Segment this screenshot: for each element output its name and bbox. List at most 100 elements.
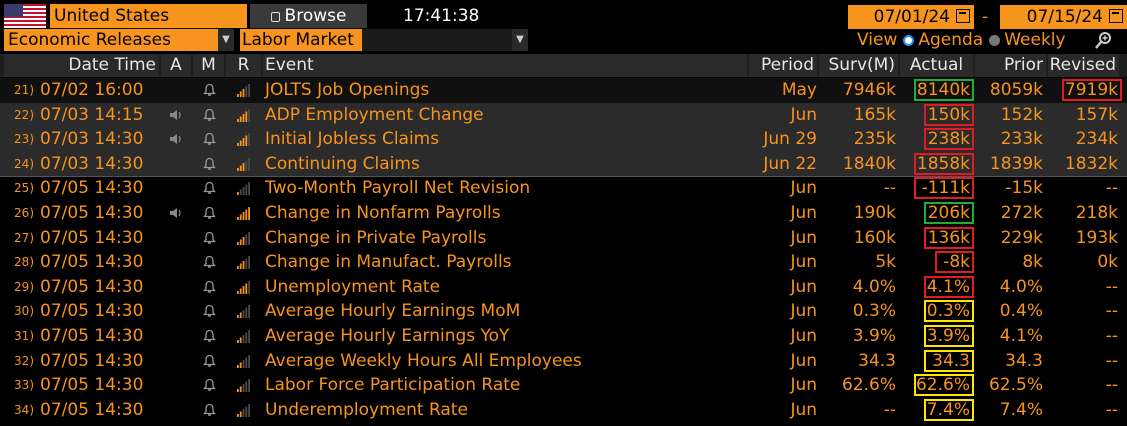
row-period: Jun bbox=[790, 375, 817, 396]
table-row[interactable]: 34) 07/05 14:30 Underemployment Rate Jun -- 7… bbox=[0, 398, 1127, 423]
row-revised: -- bbox=[1105, 350, 1118, 371]
row-survey: 62.6% bbox=[841, 375, 896, 396]
bell-icon[interactable] bbox=[203, 157, 216, 171]
bell-icon[interactable] bbox=[203, 304, 216, 318]
row-event[interactable]: Average Hourly Earnings YoY bbox=[265, 326, 510, 346]
relevance-bars-icon bbox=[237, 207, 250, 220]
table-row[interactable]: 25) 07/05 14:30 Two-Month Payroll Net Revi… bbox=[0, 176, 1127, 201]
relevance-bars-icon bbox=[237, 330, 250, 343]
row-actual: 150k bbox=[927, 104, 970, 125]
col-event[interactable]: Event bbox=[263, 54, 747, 77]
view-weekly-label[interactable]: Weekly bbox=[1004, 30, 1066, 50]
row-prior: 62.5% bbox=[988, 375, 1043, 396]
bell-icon[interactable] bbox=[203, 403, 216, 417]
row-prior: 272k bbox=[1000, 203, 1043, 223]
col-revised[interactable]: Revised bbox=[1048, 54, 1119, 77]
row-event[interactable]: Continuing Claims bbox=[265, 153, 420, 174]
bell-icon[interactable] bbox=[203, 181, 216, 195]
category-dropdown[interactable]: Economic Releases ▼ bbox=[4, 29, 234, 51]
row-actual: 238k bbox=[927, 129, 970, 150]
end-date-field[interactable]: 07/15/24 bbox=[1000, 5, 1127, 29]
bell-icon[interactable] bbox=[203, 231, 216, 245]
actual-highlight-box bbox=[924, 275, 974, 298]
row-prior: 229k bbox=[1000, 227, 1043, 248]
subcategory-dropdown[interactable]: Labor Market ▼ bbox=[240, 29, 528, 51]
speaker-icon[interactable] bbox=[169, 207, 183, 219]
bell-icon[interactable] bbox=[203, 132, 216, 146]
table-row[interactable]: 33) 07/05 14:30 Labor Force Participation … bbox=[0, 373, 1127, 398]
row-prior: 4.1% bbox=[999, 326, 1043, 346]
row-number: 27) bbox=[14, 230, 34, 245]
browse-button[interactable]: Browse bbox=[250, 4, 367, 28]
bell-icon[interactable] bbox=[203, 255, 216, 269]
bell-icon[interactable] bbox=[203, 108, 216, 122]
row-revised: 1832k bbox=[1064, 153, 1118, 174]
row-survey: 34.3 bbox=[858, 350, 896, 371]
table-row[interactable]: 23) 07/03 14:30 Initial Jobless Claims Jun … bbox=[0, 127, 1127, 152]
bell-icon[interactable] bbox=[203, 280, 216, 294]
row-event[interactable]: Two-Month Payroll Net Revision bbox=[265, 178, 531, 199]
table-row[interactable]: 24) 07/03 14:30 Continuing Claims Jun 22 184… bbox=[0, 151, 1127, 178]
row-event[interactable]: Change in Private Payrolls bbox=[265, 227, 487, 248]
row-prior: 4.0% bbox=[999, 276, 1043, 297]
table-row[interactable]: 32) 07/05 14:30 Average Weekly Hours All E… bbox=[0, 349, 1127, 374]
chevron-down-icon[interactable]: ▼ bbox=[512, 29, 528, 51]
col-alert[interactable]: A bbox=[161, 54, 191, 77]
table-row[interactable]: 28) 07/05 14:30 Change in Manufact. Payrol… bbox=[0, 250, 1127, 275]
zoom-icon[interactable] bbox=[1094, 30, 1114, 50]
start-date-field[interactable]: 07/01/24 bbox=[848, 5, 974, 29]
table-row[interactable]: 21) 07/02 16:00 JOLTS Job Openings May 7946k… bbox=[0, 78, 1127, 104]
bell-icon[interactable] bbox=[203, 354, 216, 368]
country-field[interactable]: United States bbox=[50, 4, 247, 28]
col-relevance[interactable]: R bbox=[226, 54, 261, 77]
row-event[interactable]: Underemployment Rate bbox=[265, 399, 468, 420]
row-revised: 7919k bbox=[1064, 80, 1118, 100]
row-event[interactable]: Labor Force Participation Rate bbox=[265, 375, 521, 396]
actual-highlight-box bbox=[914, 79, 974, 101]
row-event[interactable]: JOLTS Job Openings bbox=[265, 80, 430, 100]
col-survey[interactable]: Surv(M) bbox=[819, 54, 898, 77]
speaker-icon[interactable] bbox=[169, 109, 183, 121]
col-m[interactable]: M bbox=[193, 54, 224, 77]
col-prior[interactable]: Prior bbox=[975, 54, 1046, 77]
bell-icon[interactable] bbox=[203, 378, 216, 392]
row-period: Jun 29 bbox=[763, 129, 817, 150]
chevron-down-icon[interactable]: ▼ bbox=[218, 29, 234, 51]
table-row[interactable]: 22) 07/03 14:15 ADP Employment Change Jun 16… bbox=[0, 102, 1127, 128]
row-event[interactable]: Average Hourly Earnings MoM bbox=[265, 301, 521, 322]
row-actual: 8140k bbox=[916, 80, 970, 100]
row-event[interactable]: Average Weekly Hours All Employees bbox=[265, 350, 582, 371]
bell-icon[interactable] bbox=[203, 206, 216, 220]
calendar-icon[interactable] bbox=[1109, 9, 1123, 23]
col-actual[interactable]: Actual bbox=[900, 54, 973, 77]
row-period: Jun bbox=[790, 252, 817, 273]
row-event[interactable]: Initial Jobless Claims bbox=[265, 129, 440, 150]
bell-icon[interactable] bbox=[203, 329, 216, 343]
col-date-time[interactable]: Date Time bbox=[4, 54, 159, 77]
bell-icon[interactable] bbox=[203, 83, 216, 97]
radio-weekly[interactable] bbox=[989, 35, 1001, 46]
table-row[interactable]: 26) 07/05 14:30 Change in Nonfarm Payrolls… bbox=[0, 201, 1127, 226]
row-event[interactable]: Change in Nonfarm Payrolls bbox=[265, 203, 501, 223]
row-event[interactable]: Change in Manufact. Payrolls bbox=[265, 252, 512, 273]
col-period[interactable]: Period bbox=[749, 54, 817, 77]
row-revised: -- bbox=[1105, 276, 1118, 297]
table-row[interactable]: 30) 07/05 14:30 Average Hourly Earnings Mo… bbox=[0, 299, 1127, 324]
us-flag-icon bbox=[4, 4, 46, 28]
relevance-bars-icon bbox=[237, 256, 250, 270]
calendar-icon[interactable] bbox=[956, 9, 970, 23]
row-event[interactable]: Unemployment Rate bbox=[265, 276, 441, 297]
table-row[interactable]: 29) 07/05 14:30 Unemployment Rate Jun 4.0% 4.… bbox=[0, 275, 1127, 300]
table-row[interactable]: 31) 07/05 14:30 Average Hourly Earnings Yo… bbox=[0, 324, 1127, 349]
speaker-icon[interactable] bbox=[169, 133, 183, 145]
row-event[interactable]: ADP Employment Change bbox=[265, 104, 484, 125]
row-revised: 193k bbox=[1075, 227, 1118, 248]
row-revised: -- bbox=[1105, 301, 1118, 322]
radio-agenda[interactable] bbox=[903, 35, 915, 46]
row-datetime: 07/05 14:30 bbox=[40, 178, 144, 199]
relevance-bars-icon bbox=[237, 108, 250, 122]
row-number: 33) bbox=[14, 378, 34, 393]
view-agenda-label[interactable]: Agenda bbox=[918, 30, 984, 50]
table-row[interactable]: 27) 07/05 14:30 Change in Private Payrolls… bbox=[0, 226, 1127, 251]
row-revised: 157k bbox=[1075, 104, 1118, 125]
